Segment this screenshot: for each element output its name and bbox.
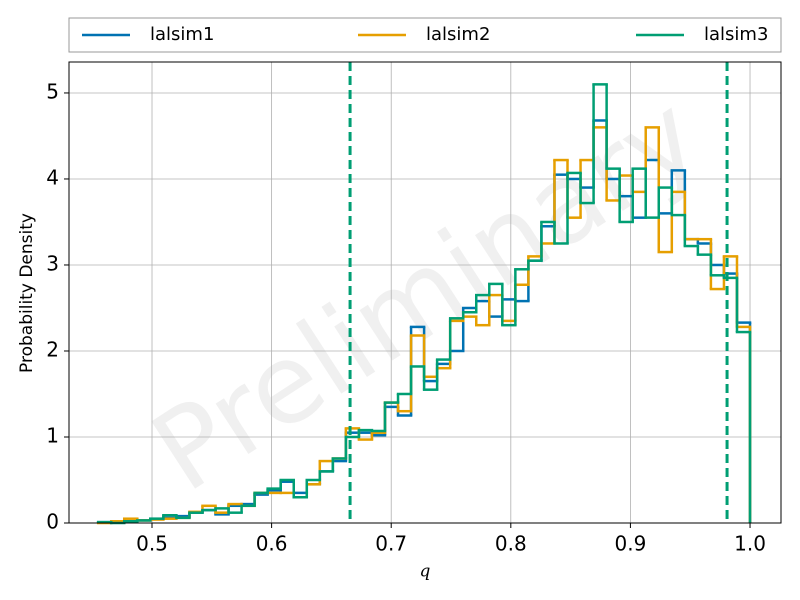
y-tick-label: 1 bbox=[46, 423, 59, 447]
plot-frame bbox=[68, 61, 782, 524]
y-tick-label: 5 bbox=[46, 79, 59, 103]
y-tick-label: 2 bbox=[46, 337, 59, 361]
y-axis-label: Probability Density bbox=[17, 213, 37, 373]
x-axis-label: q bbox=[420, 562, 431, 582]
x-tick-label: 0.5 bbox=[136, 532, 168, 556]
y-tick-label: 4 bbox=[46, 165, 59, 189]
x-tick-label: 0.6 bbox=[256, 532, 288, 556]
legend-label: lalsim2 bbox=[426, 24, 490, 45]
x-tick-label: 0.7 bbox=[375, 532, 407, 556]
legend-label: lalsim3 bbox=[704, 24, 768, 45]
y-tick-label: 3 bbox=[46, 251, 59, 275]
x-tick-label: 0.8 bbox=[495, 532, 527, 556]
legend-label: lalsim1 bbox=[150, 24, 214, 45]
y-tick-label: 0 bbox=[46, 510, 59, 534]
x-tick-label: 1.0 bbox=[734, 532, 766, 556]
x-tick-label: 0.9 bbox=[615, 532, 647, 556]
